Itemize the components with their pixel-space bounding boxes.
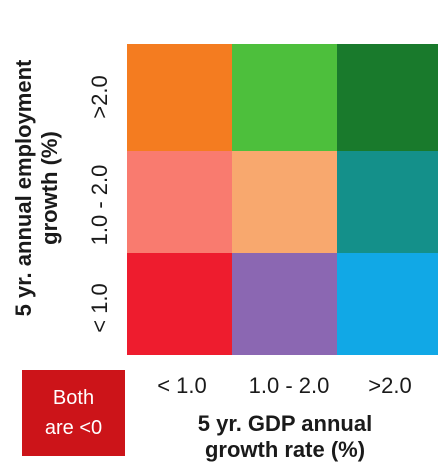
heatmap-cell-x2-y2 xyxy=(337,44,438,151)
heatmap-cell-x2-y1 xyxy=(337,151,438,253)
y-tick-label-1-2: 1.0 - 2.0 xyxy=(87,165,112,246)
heatmap-cell-x1-y0 xyxy=(232,253,337,355)
y-tick-label-gt-2: >2.0 xyxy=(87,75,112,118)
heatmap-cell-x2-y0 xyxy=(337,253,438,355)
legend-line-2: are <0 xyxy=(45,417,102,439)
heatmap-cell-x1-y2 xyxy=(232,44,337,151)
x-axis-title: 5 yr. GDP annual growth rate (%) xyxy=(198,411,372,462)
x-tick-label-lt-1: < 1.0 xyxy=(157,373,207,398)
y-tick-labels: >2.0 1.0 - 2.0 < 1.0 xyxy=(87,75,112,332)
x-tick-label-1-2: 1.0 - 2.0 xyxy=(249,373,330,398)
legend-both-negative: Both are <0 xyxy=(22,370,125,456)
x-axis-title-line-1: 5 yr. GDP annual xyxy=(198,411,372,436)
y-tick-label-lt-1: < 1.0 xyxy=(87,283,112,333)
legend-box xyxy=(22,370,125,456)
heatmap-cells xyxy=(127,44,438,355)
heatmap-cell-x1-y1 xyxy=(232,151,337,253)
x-axis-title-line-2: growth rate (%) xyxy=(205,437,365,462)
heatmap-cell-x0-y2 xyxy=(127,44,232,151)
legend-line-1: Both xyxy=(53,387,94,409)
y-axis-title: 5 yr. annual employment growth (%) xyxy=(11,59,62,316)
x-tick-label-gt-2: >2.0 xyxy=(368,373,411,398)
y-axis-title-line-1: 5 yr. annual employment xyxy=(11,59,36,316)
heatmap-cell-x0-y1 xyxy=(127,151,232,253)
x-tick-labels: < 1.0 1.0 - 2.0 >2.0 xyxy=(157,373,411,398)
y-axis-title-line-2: growth (%) xyxy=(37,131,62,245)
heatmap-cell-x0-y0 xyxy=(127,253,232,355)
